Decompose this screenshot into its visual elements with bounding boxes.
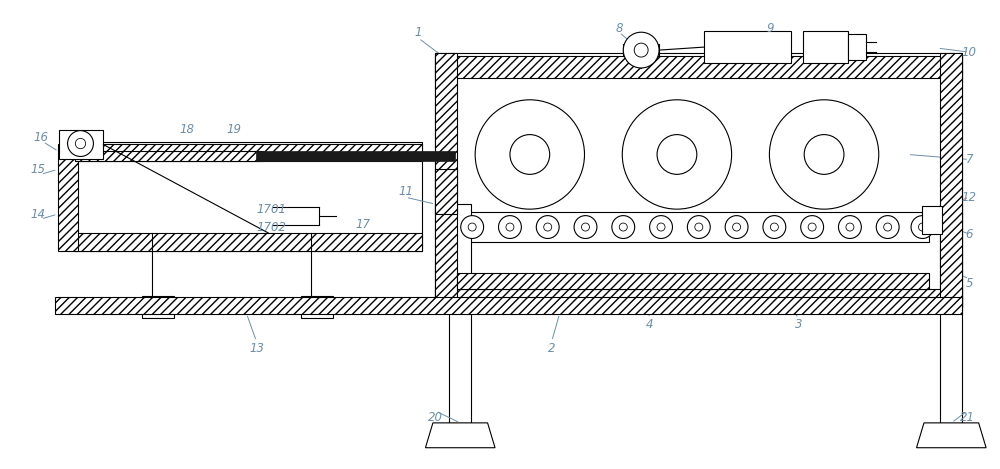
Circle shape [574,216,597,238]
Text: 4: 4 [645,318,653,331]
Polygon shape [917,423,986,448]
Bar [75,151,263,161]
Bar [922,206,942,234]
Bar [55,296,962,314]
Circle shape [657,223,665,231]
Circle shape [884,223,892,231]
Polygon shape [425,423,495,448]
Circle shape [838,216,861,238]
Text: 1701: 1701 [256,203,286,216]
Circle shape [770,223,778,231]
Circle shape [68,131,93,157]
Text: 6: 6 [965,227,973,241]
Bar [75,144,422,161]
Text: 12: 12 [962,191,977,204]
Bar [940,204,962,423]
Circle shape [725,216,748,238]
Text: 16: 16 [33,131,48,144]
Text: 11: 11 [398,185,413,198]
Text: 20: 20 [428,411,443,424]
Bar [940,53,962,307]
Bar [435,151,455,161]
Bar [75,142,422,251]
Text: 10: 10 [962,45,977,59]
Text: 1: 1 [415,26,422,39]
Circle shape [544,223,552,231]
Bar [435,289,962,307]
Bar [457,212,929,242]
Circle shape [612,216,635,238]
Text: 21: 21 [960,411,975,424]
Text: 5: 5 [965,277,973,290]
Bar [803,31,848,63]
Circle shape [808,223,816,231]
Text: 18: 18 [179,123,194,136]
Circle shape [846,223,854,231]
Circle shape [468,223,476,231]
Circle shape [619,223,627,231]
Circle shape [461,216,484,238]
Text: 2: 2 [548,342,555,355]
Circle shape [581,223,589,231]
Circle shape [75,138,86,149]
Bar [75,233,422,251]
Text: 15: 15 [30,163,45,176]
Circle shape [499,216,521,238]
Text: 14: 14 [30,208,45,220]
Circle shape [622,100,732,209]
Bar [704,31,791,63]
Circle shape [475,100,584,209]
Circle shape [506,223,514,231]
Bar [457,273,929,289]
Circle shape [687,216,710,238]
Bar [848,34,866,60]
Bar [59,129,103,159]
Bar [58,144,78,251]
Text: 8: 8 [616,22,623,35]
Circle shape [623,32,659,68]
Text: 13: 13 [249,342,264,355]
Bar [256,151,435,161]
Bar [435,169,457,214]
Text: 9: 9 [767,22,774,35]
Bar [301,295,333,318]
Text: 3: 3 [794,318,802,331]
Bar [623,44,659,56]
Circle shape [634,43,648,57]
Text: 1702: 1702 [256,220,286,234]
Circle shape [769,100,879,209]
Circle shape [510,135,550,174]
Circle shape [918,223,926,231]
Text: 7: 7 [965,153,973,166]
Circle shape [801,216,824,238]
Circle shape [536,216,559,238]
Bar [435,53,962,307]
Circle shape [695,223,703,231]
Bar [435,53,457,307]
Circle shape [911,216,934,238]
Text: 19: 19 [226,123,241,136]
Text: 17: 17 [355,218,370,231]
Bar [435,56,962,78]
Circle shape [804,135,844,174]
Bar [142,295,174,318]
Circle shape [657,135,697,174]
Bar [449,204,471,423]
Circle shape [733,223,741,231]
Circle shape [763,216,786,238]
Circle shape [876,216,899,238]
Circle shape [650,216,672,238]
